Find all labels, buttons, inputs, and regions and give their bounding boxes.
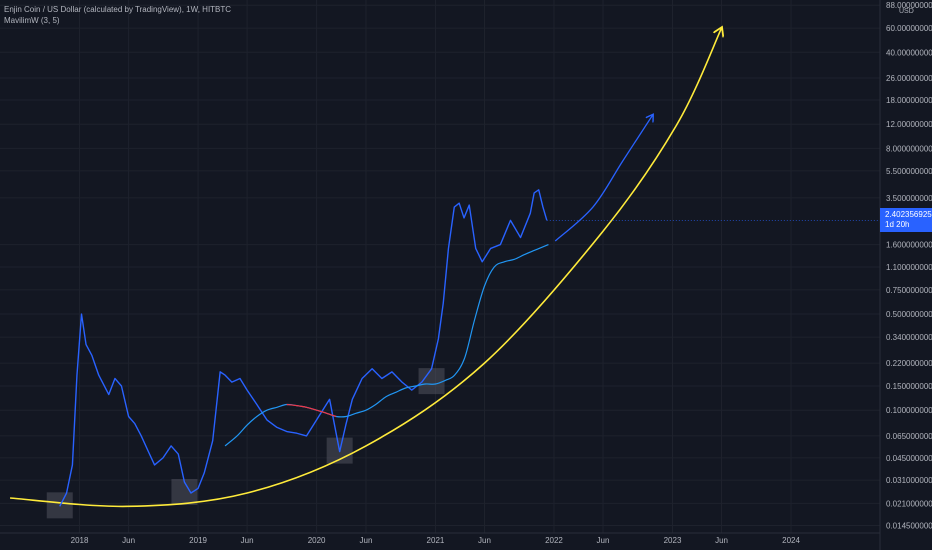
price-axis[interactable]: 88.0000000000 60.0000000000 40.0000000000 2… (879, 0, 932, 550)
projection-arrow (554, 115, 652, 242)
y-tick-label: 88.0000000000 (886, 1, 932, 10)
price-line (59, 189, 548, 507)
y-tick-label: 1.6000000000 (886, 241, 932, 250)
y-tick-label: 18.0000000000 (886, 96, 932, 105)
x-tick-label: Jun (241, 536, 254, 545)
y-tick-label: 0.0145000000 (886, 522, 932, 531)
projection-curve-layer (10, 28, 721, 508)
x-tick-label: 2019 (189, 536, 207, 545)
x-tick-label: 2021 (427, 536, 445, 545)
last-price-badge: 2.4023569252 1d 20h (880, 208, 932, 232)
x-tick-label: 2022 (545, 536, 563, 545)
time-axis[interactable]: 2018 Jun 2019 Jun 2020 Jun 2021 Jun 2022 Jun 2023 J… (0, 532, 880, 545)
x-tick-label: 2018 (71, 536, 89, 545)
chart-legend: Enjin Coin / US Dollar (calculated by Tr… (4, 4, 231, 26)
symbol-title[interactable]: Enjin Coin / US Dollar (calculated by Tr… (4, 5, 232, 14)
y-tick-label: 40.0000000000 (886, 48, 932, 57)
y-tick-label: 8.0000000000 (886, 144, 932, 153)
mavilim-line (224, 244, 549, 447)
x-tick-label: 2024 (782, 536, 800, 545)
projection-curve (10, 28, 721, 508)
grid-lines (0, 0, 880, 533)
series-layer (59, 189, 880, 507)
y-tick-label: 60.0000000000 (886, 24, 932, 33)
y-tick-label: 12.0000000000 (886, 120, 932, 129)
x-tick-label: Jun (360, 536, 373, 545)
x-tick-label: Jun (715, 536, 728, 545)
x-tick-label: Jun (597, 536, 610, 545)
y-tick-label: 26.0000000000 (886, 74, 932, 83)
x-tick-label: Jun (122, 536, 135, 545)
x-tick-label: Jun (478, 536, 491, 545)
indicator-label[interactable]: MavilimW (3, 5) (4, 16, 60, 25)
last-price-value: 2.4023569252 (885, 210, 932, 219)
x-tick-label: 2023 (664, 536, 682, 545)
x-tick-label: 2020 (308, 536, 326, 545)
bar-countdown: 1d 20h (885, 220, 910, 229)
price-axis-unit: USD (899, 8, 914, 15)
mavilim-down-segment (286, 403, 337, 418)
